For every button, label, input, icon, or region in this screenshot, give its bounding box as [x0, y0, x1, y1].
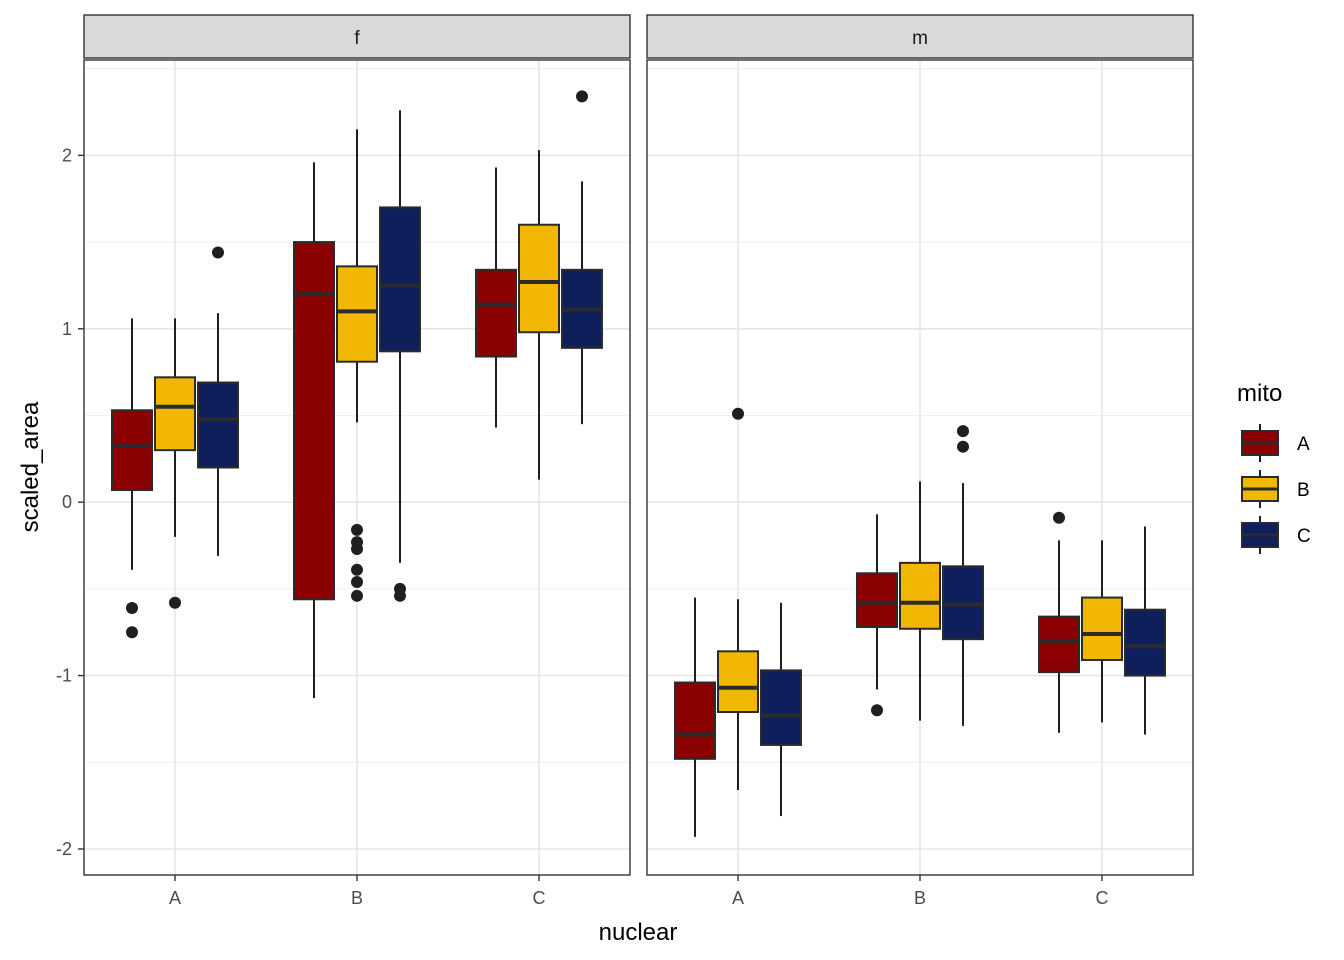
box-body	[518, 223, 560, 334]
box-body	[336, 265, 378, 363]
y-tick-label: 2	[62, 145, 72, 165]
outlier-point	[957, 425, 969, 438]
outlier-point	[957, 440, 969, 453]
boxes-f	[111, 90, 603, 699]
outlier-point	[351, 523, 363, 536]
strip-f	[83, 14, 631, 59]
y-axis-title: scaled_area	[17, 401, 44, 532]
facet-m: m	[646, 14, 1194, 876]
x-tick-label: C	[533, 888, 546, 908]
x-axis-title: nuclear	[599, 919, 678, 946]
gridlines-m	[647, 60, 1193, 875]
box-f-A-A	[111, 318, 153, 639]
box-m-A-A	[674, 597, 716, 837]
x-tick-label: B	[351, 888, 363, 908]
legend-keys: A B C	[1241, 424, 1311, 554]
box-m-B-A	[856, 514, 898, 717]
outlier-point	[351, 589, 363, 602]
x-tick-label: B	[914, 888, 926, 908]
box-body	[1038, 615, 1080, 674]
box-body	[154, 376, 196, 452]
box-body	[1081, 596, 1123, 661]
box-body	[760, 669, 802, 746]
box-f-C-A	[475, 167, 517, 428]
outlier-point	[732, 407, 744, 420]
box-body	[856, 572, 898, 629]
box-body	[293, 241, 335, 601]
outlier-point	[126, 601, 138, 614]
y-tick-label: -1	[56, 666, 72, 686]
x-tick-label: A	[732, 888, 744, 908]
box-body	[674, 681, 716, 760]
outlier-point	[126, 626, 138, 639]
y-tick-label: 1	[62, 319, 72, 339]
box-m-C-A	[1038, 511, 1080, 733]
legend-key-B: B	[1241, 470, 1310, 508]
box-m-A-C	[760, 602, 802, 817]
box-f-C-B	[518, 150, 560, 480]
box-body	[1124, 608, 1166, 677]
x-tick-label: A	[169, 888, 181, 908]
strip-m	[646, 14, 1194, 59]
y-tick-label: 0	[62, 492, 72, 512]
box-f-A-C	[197, 246, 239, 556]
box-m-C-B	[1081, 540, 1123, 723]
boxes-m	[674, 407, 1166, 837]
box-m-B-C	[942, 425, 984, 726]
box-body	[475, 268, 517, 358]
legend-key-A: A	[1241, 424, 1310, 462]
outlier-point	[871, 704, 883, 717]
outlier-point	[1053, 511, 1065, 524]
legend-label: B	[1297, 480, 1310, 501]
legend-key-C: C	[1241, 516, 1311, 554]
box-body	[899, 561, 941, 630]
outlier-point	[351, 575, 363, 588]
legend: mito A B C	[1237, 380, 1311, 554]
box-f-B-B	[336, 129, 378, 602]
facet-f: f	[83, 14, 631, 876]
legend-label: C	[1297, 526, 1311, 547]
box-body	[197, 381, 239, 469]
outlier-point	[351, 543, 363, 555]
strip-label-f: f	[354, 28, 360, 49]
legend-title: mito	[1237, 380, 1282, 407]
x-tick-label: C	[1096, 888, 1109, 908]
y-axis: -2 -1 0 1 2	[56, 145, 84, 859]
outlier-point	[576, 90, 588, 103]
outlier-point	[169, 596, 181, 609]
box-f-A-B	[154, 318, 196, 609]
box-m-A-B	[717, 407, 759, 791]
box-m-B-B	[899, 481, 941, 721]
box-body	[379, 206, 421, 353]
outlier-point	[394, 589, 406, 602]
box-f-B-C	[379, 110, 421, 602]
box-body	[111, 409, 153, 492]
strip-label-m: m	[912, 28, 928, 49]
box-body	[717, 650, 759, 714]
outlier-point	[351, 563, 363, 576]
box-f-B-A	[293, 162, 335, 699]
legend-label: A	[1297, 434, 1310, 455]
box-f-C-C	[561, 90, 603, 425]
box-m-C-C	[1124, 526, 1166, 735]
outlier-point	[212, 246, 224, 259]
y-tick-label: -2	[56, 839, 72, 859]
